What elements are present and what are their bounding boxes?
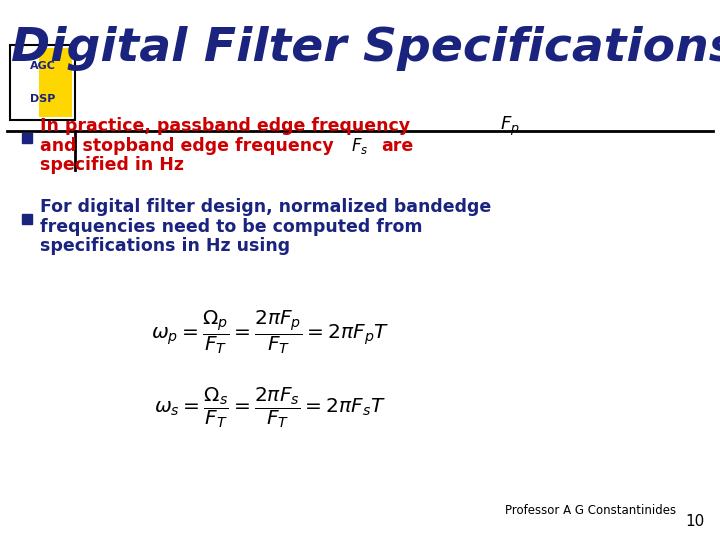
Text: $\omega_s = \dfrac{\Omega_s}{F_T} = \dfrac{2\pi F_s}{F_T} = 2\pi F_s T$: $\omega_s = \dfrac{\Omega_s}{F_T} = \dfr… <box>154 385 386 430</box>
Text: Professor A G Constantinides: Professor A G Constantinides <box>505 504 676 517</box>
Text: 10: 10 <box>685 514 704 529</box>
Text: In practice, passband edge frequency: In practice, passband edge frequency <box>40 117 410 136</box>
Text: are: are <box>382 137 414 155</box>
Text: DSP: DSP <box>30 94 55 104</box>
Text: specifications in Hz using: specifications in Hz using <box>40 237 289 255</box>
Text: Digital Filter Specifications: Digital Filter Specifications <box>12 26 720 71</box>
Text: $\omega_p = \dfrac{\Omega_p}{F_T} = \dfrac{2\pi F_p}{F_T} = 2\pi F_p T$: $\omega_p = \dfrac{\Omega_p}{F_T} = \dfr… <box>151 308 389 356</box>
Bar <box>39 48 72 117</box>
Bar <box>10 45 75 120</box>
Text: For digital filter design, normalized bandedge: For digital filter design, normalized ba… <box>40 198 491 217</box>
Text: AGC: AGC <box>30 61 55 71</box>
Text: $\mathit{F}_p$: $\mathit{F}_p$ <box>500 115 520 138</box>
Text: and stopband edge frequency: and stopband edge frequency <box>40 137 333 155</box>
Text: specified in Hz: specified in Hz <box>40 156 184 174</box>
Text: $\mathit{F}_s$: $\mathit{F}_s$ <box>351 136 368 156</box>
Text: frequencies need to be computed from: frequencies need to be computed from <box>40 218 422 236</box>
